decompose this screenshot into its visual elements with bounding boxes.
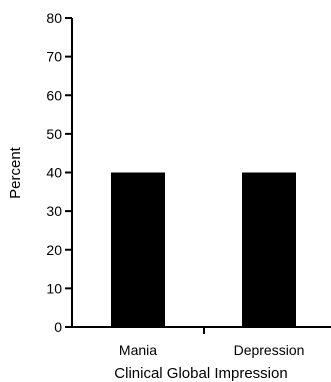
bars <box>111 172 296 327</box>
x-tick-label-depression: Depression <box>234 342 305 358</box>
x-axis <box>71 326 331 334</box>
y-tick-label-60: 60 <box>46 87 62 103</box>
y-axis-title: Percent <box>7 146 24 199</box>
y-tick-label-30: 30 <box>46 203 62 219</box>
y-tick-label-50: 50 <box>46 126 62 142</box>
x-tick-label-mania: Mania <box>119 342 157 358</box>
y-tick-label-80: 80 <box>46 10 62 26</box>
x-tick-labels: Mania Depression <box>119 342 304 358</box>
y-tick-label-70: 70 <box>46 49 62 65</box>
x-axis-title: Clinical Global Impression <box>114 365 287 382</box>
y-tick-label-0: 0 <box>54 319 62 335</box>
bar-depression <box>242 172 296 327</box>
bar-mania <box>111 172 165 327</box>
y-tick-label-20: 20 <box>46 242 62 258</box>
y-axis: 0 10 20 30 40 50 60 70 80 <box>46 10 73 335</box>
y-tick-label-10: 10 <box>46 280 62 296</box>
y-tick-label-40: 40 <box>46 165 62 181</box>
